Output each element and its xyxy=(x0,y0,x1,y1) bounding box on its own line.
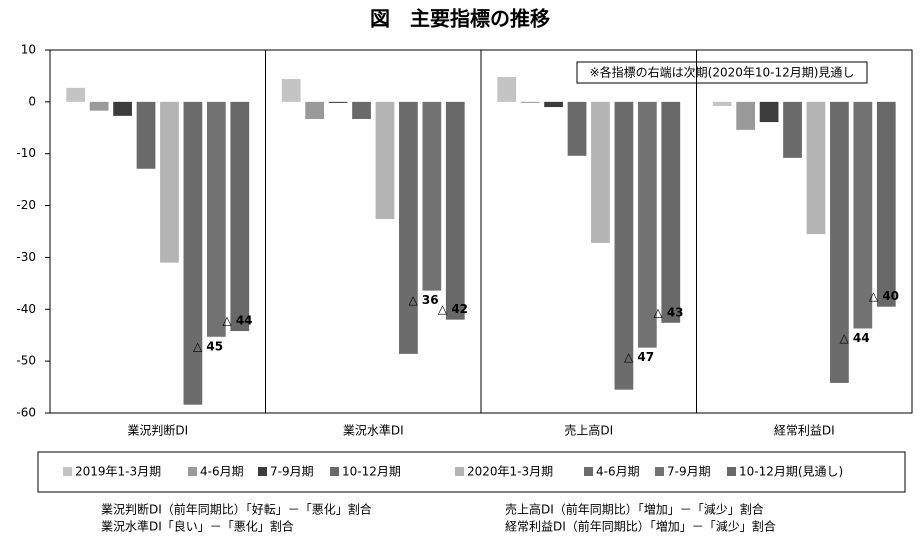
legend-label: 7-9月期 xyxy=(667,465,711,479)
legend-label: 10-12月期(見通し) xyxy=(739,465,843,479)
bar xyxy=(853,101,873,329)
note: 業況水準DI「良い」－「悪化」割合 xyxy=(101,519,294,534)
legend-swatch xyxy=(330,467,339,476)
bar xyxy=(422,101,442,291)
bar xyxy=(375,101,395,220)
bar xyxy=(497,76,517,102)
bar xyxy=(759,101,779,123)
bar xyxy=(637,101,657,348)
bar xyxy=(736,101,756,130)
bar xyxy=(305,101,325,119)
y-tick-label: -30 xyxy=(16,250,36,264)
value-label: △ 45 xyxy=(193,339,223,353)
legend-label: 7-9月期 xyxy=(270,465,314,479)
bar xyxy=(661,101,681,323)
legend-swatch xyxy=(655,467,664,476)
legend-label: 10-12月期 xyxy=(342,465,401,479)
bar xyxy=(520,101,540,103)
bar xyxy=(230,101,250,332)
bar xyxy=(830,101,849,383)
bar xyxy=(206,101,226,337)
bar xyxy=(614,101,634,390)
y-tick-label: -10 xyxy=(16,146,36,160)
y-tick-label: -40 xyxy=(16,302,36,316)
legend-label: 4-6月期 xyxy=(200,465,244,479)
note: 経常利益DI（前年同期比）「増加」－「減少」割合 xyxy=(505,519,776,534)
note: 業況判断DI（前年同期比）「好転」－「悪化」割合 xyxy=(101,502,372,517)
legend-swatch xyxy=(63,467,72,476)
bar xyxy=(591,101,610,243)
legend-label: 2020年1-3月期 xyxy=(467,465,553,479)
legend-label: 4-6月期 xyxy=(596,465,640,479)
legend-box xyxy=(37,451,906,493)
y-tick-label: 10 xyxy=(21,43,36,57)
bar xyxy=(783,101,802,158)
value-label: △ 42 xyxy=(438,302,468,316)
y-tick-label: -20 xyxy=(16,198,36,212)
legend-swatch xyxy=(584,467,593,476)
legend-label: 2019年1-3月期 xyxy=(75,465,161,479)
bar xyxy=(136,101,156,169)
bar xyxy=(183,101,203,405)
bar xyxy=(712,101,732,107)
bar xyxy=(352,101,371,119)
bar xyxy=(876,101,896,307)
bar xyxy=(89,101,109,111)
bar xyxy=(544,101,563,108)
legend-swatch xyxy=(188,467,197,476)
bar xyxy=(806,101,826,235)
legend-swatch xyxy=(727,467,736,476)
x-tick-label: 売上高DI xyxy=(564,423,613,438)
chart-title: 図 主要指標の推移 xyxy=(370,7,550,31)
bar xyxy=(66,87,86,102)
y-tick-label: -60 xyxy=(16,406,36,420)
legend-swatch xyxy=(258,467,267,476)
note: 売上高DI（前年同期比）「増加」－「減少」割合 xyxy=(505,502,764,517)
bar xyxy=(328,101,348,103)
legend-swatch xyxy=(455,467,464,476)
y-tick-label: -50 xyxy=(16,354,36,368)
bar xyxy=(160,101,179,263)
x-tick-label: 経常利益DI xyxy=(774,424,835,438)
value-label: △ 44 xyxy=(839,331,869,345)
bar xyxy=(281,79,301,102)
y-tick-label: 0 xyxy=(28,94,36,108)
bar xyxy=(567,101,587,156)
value-label: △ 40 xyxy=(869,289,899,303)
value-label: △ 44 xyxy=(222,314,252,328)
annotation: ※各指標の右端は次期(2020年10-12月期)見通し xyxy=(590,65,855,80)
bar xyxy=(113,101,132,116)
bar xyxy=(445,101,465,320)
x-tick-label: 業況水準DI xyxy=(343,423,404,438)
annotation-box xyxy=(576,61,868,84)
value-label: △ 36 xyxy=(408,293,438,307)
value-label: △ 43 xyxy=(653,305,683,319)
value-label: △ 47 xyxy=(624,350,654,364)
bar xyxy=(399,101,418,354)
x-tick-label: 業況判断DI xyxy=(127,423,188,438)
